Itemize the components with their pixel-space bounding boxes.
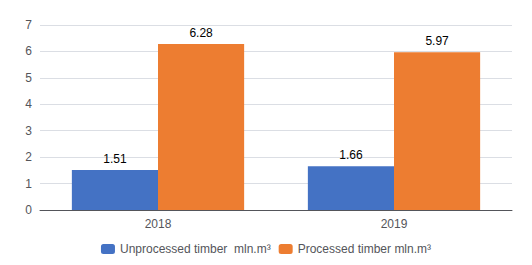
svg-text:5.97: 5.97	[425, 34, 449, 48]
svg-text:7: 7	[25, 18, 32, 32]
svg-text:1.66: 1.66	[339, 148, 363, 162]
svg-text:5: 5	[25, 71, 32, 85]
svg-text:2018: 2018	[145, 217, 172, 231]
svg-text:0: 0	[25, 203, 32, 217]
svg-text:Unprocessed timber mln.m³: Unprocessed timber mln.m³	[120, 242, 271, 256]
svg-text:2019: 2019	[381, 217, 408, 231]
svg-text:2: 2	[25, 150, 32, 164]
svg-text:4: 4	[25, 97, 32, 111]
svg-text:Processed timber mln.m³: Processed timber mln.m³	[298, 242, 431, 256]
svg-text:6: 6	[25, 44, 32, 58]
svg-text:6.28: 6.28	[189, 26, 213, 40]
svg-text:1: 1	[25, 177, 32, 191]
svg-text:3: 3	[25, 124, 32, 138]
svg-text:1.51: 1.51	[103, 152, 127, 166]
